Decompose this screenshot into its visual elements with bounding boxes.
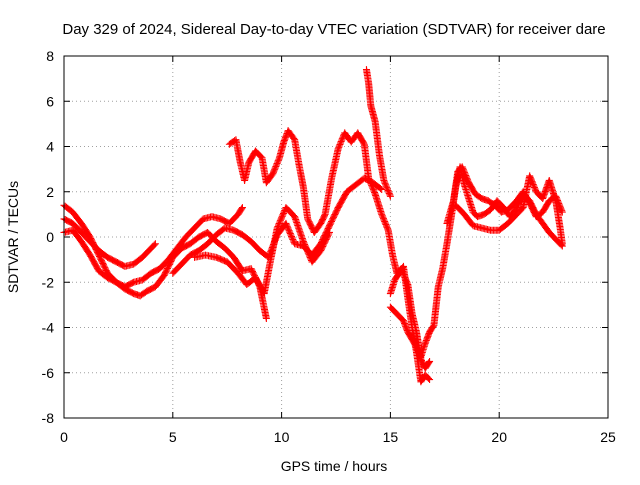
data-point — [426, 357, 434, 365]
data-point — [289, 235, 297, 243]
data-point — [286, 228, 294, 236]
series-track-5 — [191, 204, 333, 298]
data-point — [306, 252, 314, 260]
data-point — [238, 204, 246, 212]
data-point — [277, 215, 285, 223]
data-point — [371, 189, 379, 197]
data-point — [303, 246, 311, 254]
data-points — [60, 66, 566, 386]
data-point — [384, 225, 392, 233]
x-tick-label: 0 — [60, 429, 68, 445]
data-point — [273, 224, 281, 232]
y-tick-label: -4 — [42, 320, 55, 336]
data-point — [302, 245, 310, 253]
data-point — [286, 230, 294, 238]
data-point — [288, 233, 296, 241]
data-point — [278, 212, 286, 220]
data-point — [285, 227, 293, 235]
data-point — [287, 231, 295, 239]
data-point — [425, 359, 433, 367]
data-point — [325, 230, 333, 238]
data-point — [279, 209, 287, 217]
y-tick-label: 0 — [46, 229, 54, 245]
y-tick-label: -6 — [42, 365, 55, 381]
x-tick-label: 5 — [169, 429, 177, 445]
data-point — [558, 207, 566, 215]
x-tick-label: 15 — [383, 429, 399, 445]
y-axis-label: SDTVAR / TECUs — [5, 181, 21, 293]
x-tick-label: 20 — [491, 429, 507, 445]
data-point — [150, 241, 158, 249]
series-track-6 — [225, 127, 434, 372]
data-point — [300, 239, 308, 247]
x-tick-label: 10 — [274, 429, 290, 445]
x-tick-label: 25 — [600, 429, 616, 445]
data-point — [275, 220, 283, 228]
axis-ticks: 0 5 10 15 20 25 -8 -6 -4 -2 0 2 4 6 8 — [42, 48, 616, 445]
data-point — [304, 248, 312, 256]
data-point — [305, 251, 313, 259]
data-point — [288, 234, 296, 242]
y-tick-label: -2 — [42, 274, 55, 290]
data-point — [238, 205, 246, 213]
data-point — [274, 222, 282, 230]
series-track-11 — [452, 172, 566, 248]
grid — [64, 56, 608, 418]
data-point — [304, 249, 312, 257]
data-point — [386, 192, 394, 200]
data-point — [299, 238, 307, 246]
series-track-3 — [60, 204, 246, 291]
data-point — [278, 214, 286, 222]
data-point — [301, 242, 309, 250]
data-point — [284, 225, 292, 233]
y-tick-label: 4 — [46, 139, 54, 155]
data-point — [276, 218, 284, 226]
data-point — [283, 221, 291, 229]
data-point — [302, 243, 310, 251]
y-tick-label: 6 — [46, 93, 54, 109]
x-axis-label: GPS time / hours — [281, 458, 388, 474]
data-point — [386, 191, 394, 199]
data-point — [276, 217, 284, 225]
data-point — [274, 221, 282, 229]
series-track-7 — [362, 66, 394, 200]
y-tick-label: 8 — [46, 48, 54, 64]
chart-title: Day 329 of 2024, Sidereal Day-to-day VTE… — [62, 21, 605, 38]
data-point — [284, 224, 292, 232]
y-tick-label: -8 — [42, 410, 55, 426]
data-point — [558, 208, 566, 216]
data-point — [151, 240, 159, 248]
data-point — [301, 240, 309, 248]
data-point — [426, 376, 434, 384]
series-track-2 — [60, 215, 159, 270]
y-tick-label: 2 — [46, 184, 54, 200]
data-point — [280, 208, 288, 216]
data-point — [283, 222, 291, 230]
data-point — [262, 314, 270, 322]
data-point — [282, 219, 290, 227]
data-point — [558, 240, 566, 248]
data-point — [325, 228, 333, 236]
data-point — [376, 185, 384, 193]
data-point — [424, 374, 432, 382]
data-point — [279, 211, 287, 219]
